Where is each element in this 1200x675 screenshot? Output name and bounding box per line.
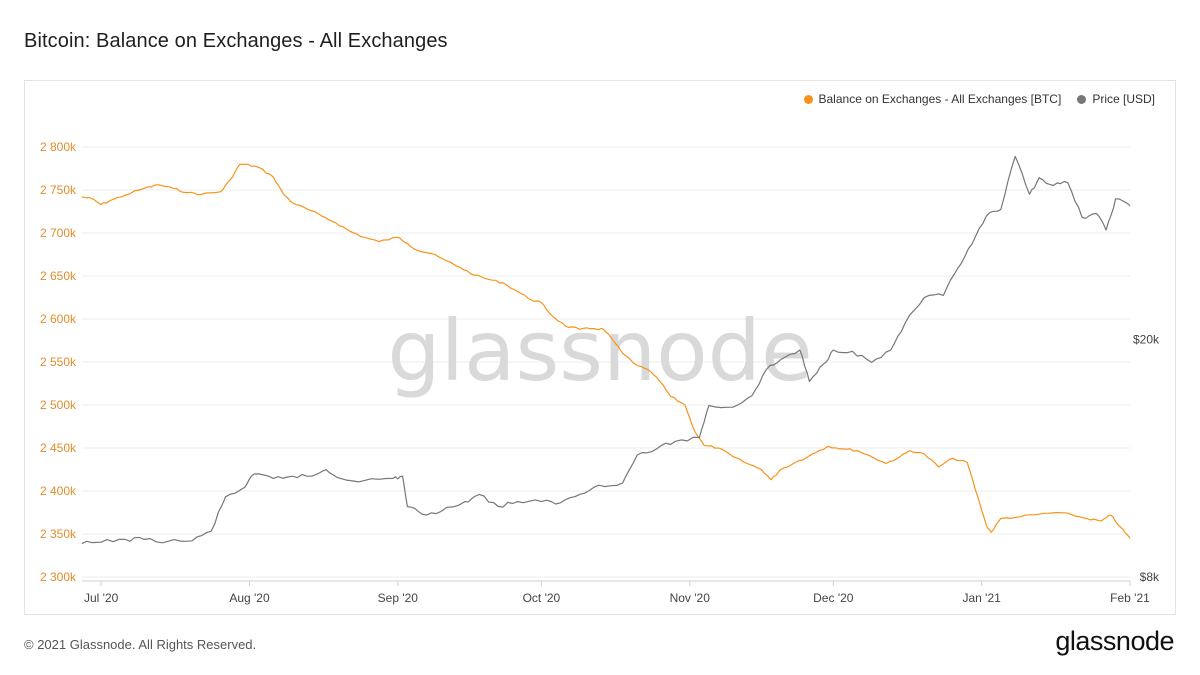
- y-left-tick-label: 2 550k: [40, 355, 77, 369]
- legend-item-price[interactable]: Price [USD]: [1077, 92, 1155, 106]
- y-left-tick-label: 2 450k: [40, 441, 77, 455]
- x-tick-label: Dec '20: [813, 591, 854, 605]
- y-left-tick-label: 2 300k: [40, 570, 77, 584]
- y-right-tick-label: $20k: [1133, 332, 1160, 346]
- x-tick-label: Jul '20: [84, 591, 119, 605]
- chart-legend: Balance on Exchanges - All Exchanges [BT…: [803, 92, 1155, 106]
- balance-series-line: [81, 163, 1131, 539]
- footer-copyright: © 2021 Glassnode. All Rights Reserved.: [24, 637, 257, 652]
- legend-label-price: Price [USD]: [1092, 92, 1155, 106]
- y-left-tick-label: 2 400k: [40, 484, 77, 498]
- x-tick-label: Jan '21: [962, 591, 1001, 605]
- legend-dot-price: [1077, 94, 1087, 104]
- y-left-tick-label: 2 700k: [40, 226, 77, 240]
- left-axis: 2 300k 2 350k 2 400k 2 450k 2 500k 2 550k 2 60…: [40, 140, 77, 584]
- series-lines: [81, 155, 1131, 545]
- watermark-text: glassnode: [387, 302, 812, 400]
- legend-item-balance[interactable]: Balance on Exchanges - All Exchanges [BT…: [803, 92, 1062, 106]
- price-series-line: [81, 155, 1131, 545]
- y-left-tick-label: 2 500k: [40, 398, 77, 412]
- legend-label-balance: Balance on Exchanges - All Exchanges [BT…: [818, 92, 1062, 106]
- grid-lines: [82, 146, 1130, 578]
- y-left-tick-label: 2 350k: [40, 527, 77, 541]
- y-left-tick-label: 2 800k: [40, 140, 77, 154]
- y-left-tick-label: 2 750k: [40, 183, 77, 197]
- y-left-tick-label: 2 650k: [40, 269, 77, 283]
- chart-title: Bitcoin: Balance on Exchanges - All Exch…: [24, 30, 448, 52]
- x-tick-label: Aug '20: [229, 591, 270, 605]
- x-axis: Jul '20 Aug '20 Sep '20 Oct '20 Nov '20 Dec '…: [82, 580, 1150, 605]
- y-right-tick-label: $8k: [1140, 570, 1160, 584]
- x-tick-label: Sep '20: [378, 591, 419, 605]
- x-tick-label: Oct '20: [523, 591, 561, 605]
- x-tick-label: Nov '20: [670, 591, 711, 605]
- y-left-tick-label: 2 600k: [40, 312, 77, 326]
- right-axis: $8k $20k: [1133, 332, 1160, 584]
- footer-logo[interactable]: glassnode: [1055, 626, 1174, 656]
- legend-dot-balance: [803, 94, 813, 104]
- chart-frame: [24, 80, 1176, 615]
- x-tick-label: Feb '21: [1110, 591, 1150, 605]
